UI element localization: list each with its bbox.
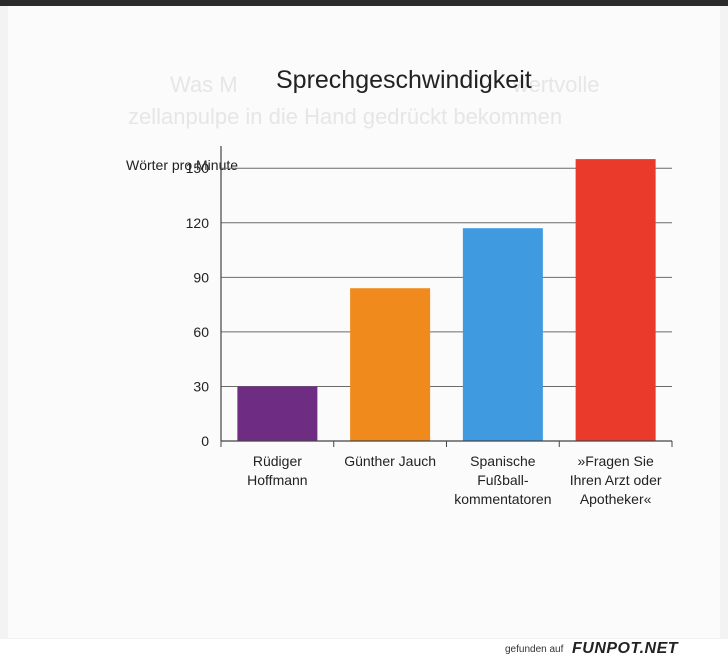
- category-label: Ihren Arzt oder: [570, 472, 662, 488]
- category-label: Apotheker«: [580, 491, 652, 507]
- y-tick-label: 150: [186, 160, 210, 176]
- bar: [575, 159, 656, 441]
- y-tick-label: 30: [193, 378, 209, 394]
- bars: [237, 159, 656, 441]
- bar: [237, 386, 318, 441]
- chart-title: Sprechgeschwindigkeit: [276, 66, 532, 94]
- y-axis-label: Wörter pro Minute: [126, 157, 239, 173]
- y-tick-labels: 0 30 60 90 120 150: [186, 160, 210, 449]
- y-tick-label: 120: [186, 215, 210, 231]
- bar: [462, 228, 543, 441]
- category-label: Spanische: [470, 453, 536, 469]
- axes: [220, 146, 673, 447]
- y-tick-label: 90: [193, 269, 209, 285]
- category-label: Günther Jauch: [344, 453, 436, 469]
- footer-strip: [0, 639, 728, 661]
- bar: [350, 288, 431, 441]
- category-label: Rüdiger: [253, 453, 302, 469]
- y-tick-label: 0: [201, 433, 209, 449]
- category-labels: Rüdiger Hoffmann Günther Jauch Spanische Fuß…: [247, 453, 662, 507]
- category-label: kommentatoren: [454, 491, 551, 507]
- category-label: Fußball-: [477, 472, 529, 488]
- footer-prefix: gefunden auf: [505, 644, 564, 655]
- category-label: »Fragen Sie: [577, 453, 653, 469]
- y-tick-label: 60: [193, 324, 209, 340]
- footer-brand[interactable]: FUNPOT.NET: [572, 640, 679, 657]
- category-label: Hoffmann: [247, 472, 307, 488]
- top-edge: [0, 0, 728, 6]
